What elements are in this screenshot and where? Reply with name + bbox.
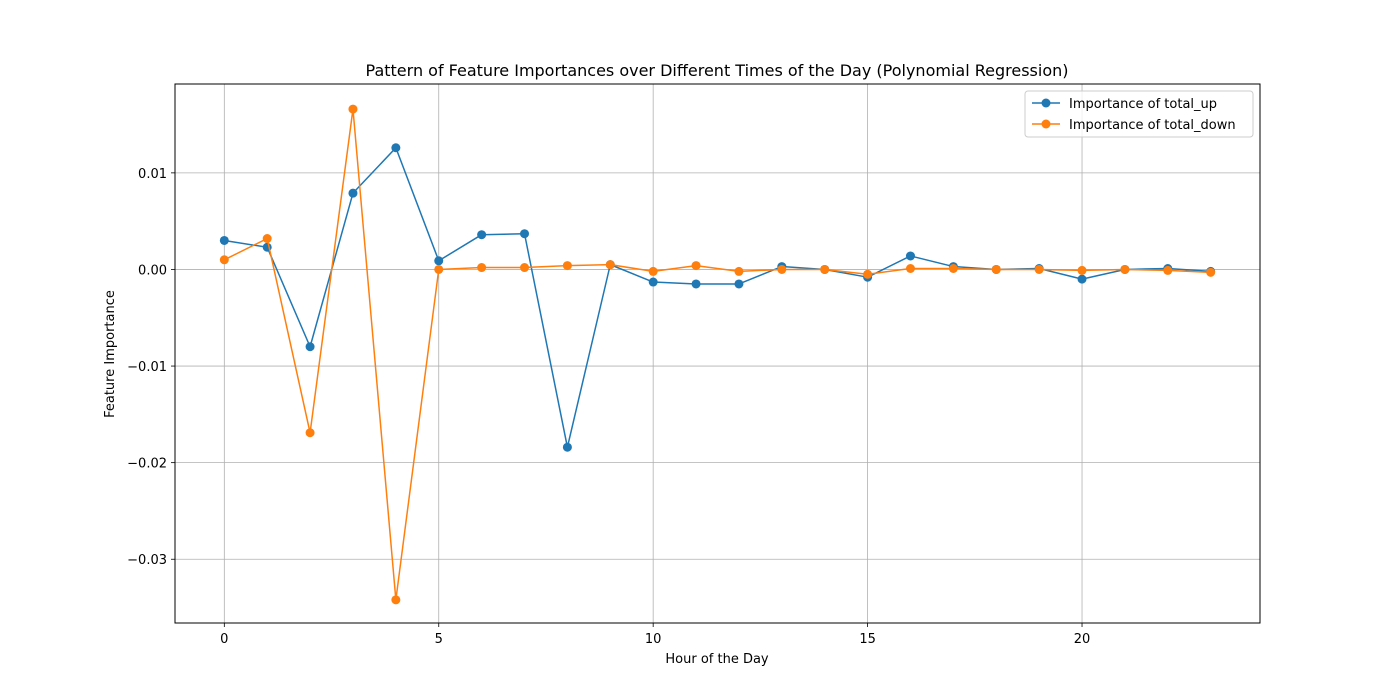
data-point-total-up [734, 279, 744, 289]
x-tick-label: 5 [435, 632, 443, 647]
data-point-total-up [348, 188, 358, 198]
data-point-total-down [434, 264, 444, 274]
legend-marker-total-down [1041, 119, 1051, 129]
data-point-total-down [262, 234, 272, 244]
data-point-total-down [562, 261, 572, 271]
legend-label-total-down: Importance of total_down [1069, 118, 1236, 133]
data-point-total-down [305, 428, 315, 438]
data-point-total-up [477, 230, 487, 240]
x-tick-label: 20 [1074, 632, 1091, 647]
plot-frame [174, 83, 1261, 624]
series-line-total-up [224, 147, 1211, 448]
series-line-total-down [223, 108, 1211, 601]
y-axis-label: Feature Importance [103, 290, 118, 418]
legend-frame [1024, 90, 1254, 138]
y-tick-label: 0.00 [138, 263, 167, 278]
data-point-total-down [605, 260, 615, 270]
x-tick-label: 15 [859, 632, 876, 647]
data-point-total-down [777, 264, 787, 274]
data-point-total-down [820, 264, 830, 274]
data-point-total-down [648, 266, 658, 276]
x-axis-label: Hour of the Day [665, 652, 769, 667]
y-tick-label: −0.02 [127, 457, 167, 472]
y-axis-ticks: 0.01 0.00 −0.01 −0.02 −0.03 [127, 167, 175, 568]
data-point-total-up [648, 277, 658, 287]
data-point-total-up [219, 235, 229, 245]
data-point-total-down [391, 595, 401, 605]
data-point-total-down [477, 263, 487, 273]
data-point-total-up [691, 279, 701, 289]
data-point-total-down [948, 263, 958, 273]
data-point-total-down [520, 263, 530, 273]
legend-label-total-up: Importance of total_up [1069, 97, 1217, 112]
data-point-total-down [863, 269, 873, 279]
chart-title: Pattern of Feature Importances over Diff… [366, 61, 1069, 80]
data-point-total-down [991, 264, 1001, 274]
legend-marker-total-up [1041, 98, 1051, 108]
data-point-total-down [1077, 265, 1087, 275]
data-point-total-up [562, 442, 572, 452]
data-point-total-down [348, 104, 358, 114]
y-tick-label: 0.01 [138, 167, 167, 182]
data-point-total-down [1206, 267, 1216, 277]
data-point-total-down [734, 266, 744, 276]
data-point-total-up [1077, 274, 1087, 284]
data-point-total-down [1034, 264, 1044, 274]
grid [175, 84, 1260, 623]
data-point-total-up [520, 229, 530, 239]
y-tick-label: −0.01 [127, 360, 167, 375]
x-axis-ticks: 0 5 10 15 20 [220, 623, 1090, 647]
data-point-total-up [434, 256, 444, 266]
y-tick-label: −0.03 [127, 553, 167, 568]
x-tick-label: 10 [645, 632, 662, 647]
data-point-total-up [391, 143, 401, 153]
data-point-total-down [905, 263, 915, 273]
x-tick-label: 0 [220, 632, 228, 647]
series-layer [219, 104, 1216, 605]
data-point-total-down [1163, 265, 1173, 275]
data-point-total-up [905, 251, 915, 261]
legend: Importance of total_up Importance of tot… [1024, 90, 1254, 138]
data-point-total-up [305, 342, 315, 352]
data-point-total-down [219, 255, 229, 265]
data-point-total-down [1120, 264, 1130, 274]
data-point-total-down [691, 261, 701, 271]
